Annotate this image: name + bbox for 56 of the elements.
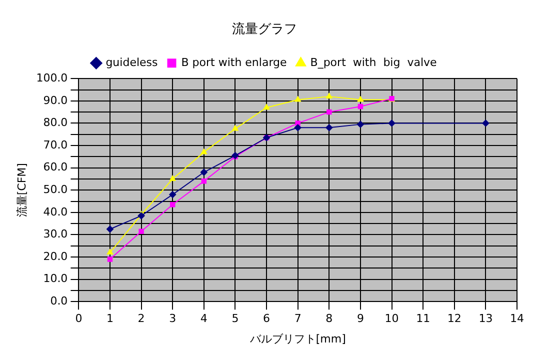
point: [107, 256, 113, 262]
x-tick-label: 11: [416, 312, 430, 326]
x-tick-label: 3: [169, 312, 176, 326]
point: [356, 120, 364, 128]
y-tick-label: 0.0: [50, 294, 68, 308]
point: [200, 168, 208, 176]
x-tick-label: 6: [263, 312, 270, 326]
x-tick-label: 5: [232, 312, 239, 326]
y-tick-label: 60.0: [43, 160, 68, 174]
point: [294, 96, 301, 102]
point: [294, 124, 302, 132]
chart-title: 流量グラフ: [232, 21, 297, 38]
point: [358, 104, 364, 110]
x-tick-label: 7: [294, 312, 302, 326]
x-tick-label: 12: [447, 312, 462, 326]
y-axis-title: 流量[CFM]: [15, 163, 28, 218]
point: [200, 148, 208, 154]
y-tick-label: 50.0: [43, 182, 68, 196]
point: [170, 175, 176, 181]
point: [388, 120, 396, 127]
point: [232, 125, 238, 131]
point: [326, 109, 332, 115]
y-tick-label: 100.0: [36, 71, 68, 84]
x-tick-label: 1: [106, 312, 114, 326]
x-tick-label: 8: [326, 312, 333, 326]
x-tick-label: 2: [138, 312, 145, 326]
x-tick-label: 9: [356, 312, 364, 326]
y-tick-label: 30.0: [43, 228, 68, 241]
legend-label: B port with enlarge: [181, 56, 288, 69]
x-tick-label: 13: [478, 312, 493, 326]
legend-label: guideless: [106, 56, 158, 69]
point: [326, 92, 332, 98]
point: [357, 96, 364, 102]
point: [170, 202, 176, 208]
y-tick-label: 10.0: [43, 272, 68, 286]
y-tick-label: 80.0: [43, 116, 68, 130]
x-tick-label: 0: [75, 312, 82, 326]
point: [295, 120, 300, 126]
x-tick-label: 14: [510, 312, 524, 326]
y-tick-label: 40.0: [43, 205, 68, 218]
y-tick-label: 70.0: [43, 138, 68, 152]
point: [138, 228, 144, 234]
x-tick-label: 4: [200, 312, 208, 326]
point: [482, 120, 490, 127]
x-axis-title: バルブリフト[mm]: [248, 332, 346, 346]
y-tick-label: 90.0: [43, 94, 68, 107]
point: [201, 178, 207, 184]
point: [169, 191, 176, 198]
point: [326, 124, 333, 132]
x-tick-label: 10: [384, 312, 399, 326]
legend-label: B_port with big valve: [310, 56, 438, 69]
point: [106, 249, 114, 255]
point: [263, 104, 270, 110]
point: [106, 226, 114, 233]
y-tick-label: 20.0: [43, 250, 68, 263]
point: [138, 212, 145, 220]
